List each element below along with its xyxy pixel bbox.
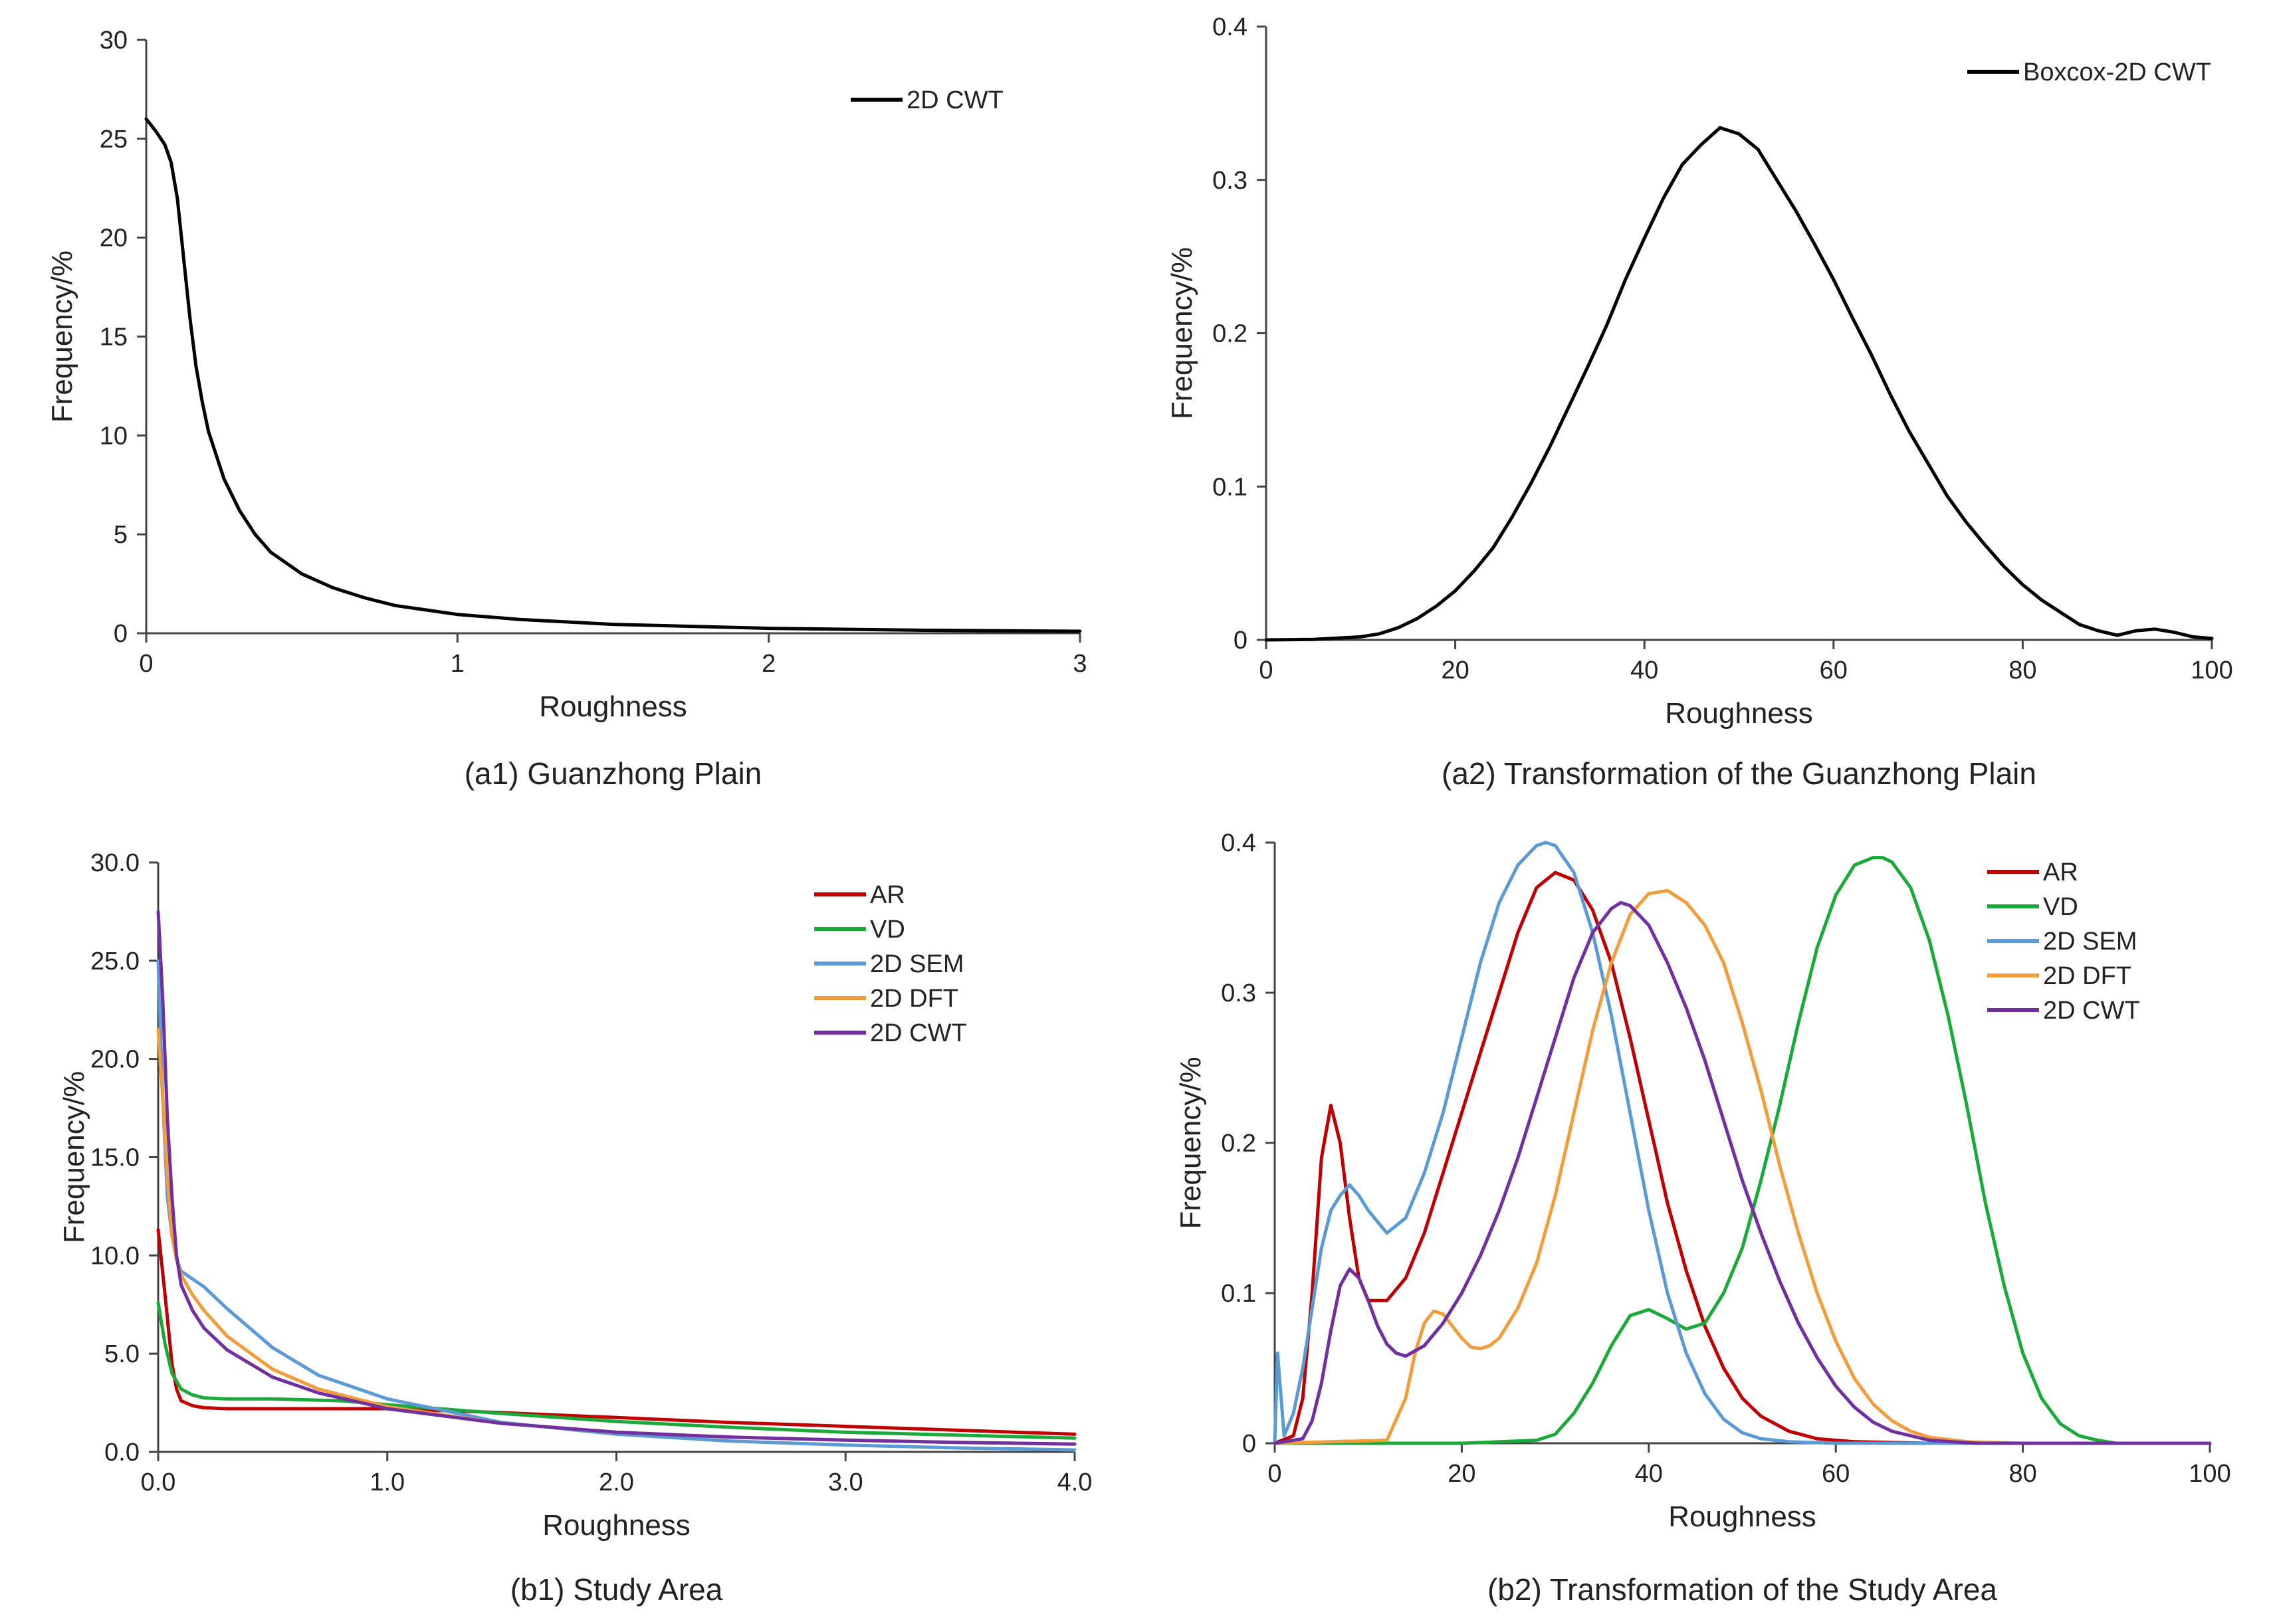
y-tick-label: 15.0	[90, 1144, 140, 1172]
x-tick-label: 2.0	[599, 1469, 634, 1496]
x-tick-label: 3.0	[828, 1469, 863, 1496]
legend-label: AR	[2043, 859, 2078, 886]
y-tick-label: 30.0	[90, 849, 140, 877]
x-tick-label: 100	[2189, 1460, 2230, 1488]
legend-label: 2D SEM	[2043, 928, 2137, 956]
chart-a1: 0 5 10 15 20 25 30 0 1 2 3 Roughness Frequency/% (a1)…	[46, 27, 1087, 791]
legend-label: VD	[870, 916, 905, 944]
y-tick-label: 5.0	[104, 1340, 140, 1368]
y-tick-label: 0.2	[1221, 1130, 1256, 1158]
x-tick-label: 2	[762, 650, 776, 678]
x-tick-label: 40	[1630, 657, 1658, 684]
legend: AR VD 2D SEM 2D DFT 2D CWT	[814, 881, 967, 1047]
x-tick-label: 0.0	[141, 1469, 176, 1496]
x-tick-label: 20	[1448, 1460, 1475, 1488]
y-tick-label: 15	[100, 324, 128, 352]
y-axis-label: Frequency/%	[46, 251, 78, 423]
x-tick-label: 60	[1820, 657, 1848, 684]
y-tick-label: 25.0	[90, 948, 140, 975]
y-axis-label: Frequency/%	[1174, 1057, 1207, 1229]
legend-label: Boxcox-2D CWT	[2023, 58, 2211, 86]
y-axis-label: Frequency/%	[58, 1071, 90, 1243]
x-tick-label: 0	[1259, 657, 1273, 684]
legend-label: VD	[2043, 893, 2078, 921]
x-tick-label: 3	[1073, 650, 1087, 678]
y-tick-label: 0.3	[1212, 167, 1247, 195]
x-tick-label: 0	[139, 650, 153, 678]
chart-b2: 0 0.1 0.2 0.3 0.4 0 20 40 60 80 100 Roughness Freque…	[1174, 829, 2231, 1607]
x-axis-label: Roughness	[1668, 1500, 1816, 1533]
chart-caption: (b2) Transformation of the Study Area	[1487, 1572, 1997, 1607]
chart-caption: (b1) Study Area	[510, 1572, 723, 1607]
y-tick-label: 0	[1234, 627, 1247, 655]
series-line-2d-dft	[156, 1027, 1077, 1446]
x-tick-label: 20	[1441, 657, 1469, 684]
legend-label: 2D CWT	[907, 86, 1004, 114]
x-tick-label: 40	[1635, 1460, 1663, 1488]
x-tick-label: 60	[1822, 1460, 1850, 1488]
x-tick-label: 0	[1267, 1460, 1281, 1488]
y-tick-label: 0.1	[1221, 1280, 1256, 1308]
series-line-vd	[156, 1300, 1077, 1440]
legend-label: 2D SEM	[870, 950, 964, 978]
x-tick-label: 80	[2008, 1460, 2036, 1488]
x-tick-label: 80	[2008, 657, 2036, 684]
legend-label: 2D DFT	[870, 985, 958, 1013]
chart-b1: 0.0 5.0 10.0 15.0 20.0 25.0 30.0 0.0 1.0 2.0 3.0 4.…	[58, 849, 1092, 1607]
y-tick-label: 0.0	[104, 1439, 140, 1467]
x-tick-label: 100	[2191, 657, 2232, 684]
y-tick-label: 0	[1242, 1430, 1256, 1458]
legend-label: 2D CWT	[2043, 997, 2140, 1025]
y-tick-label: 25	[100, 126, 128, 153]
series-line-vd	[1273, 856, 2212, 1445]
y-tick-label: 0	[114, 620, 128, 648]
y-tick-label: 20.0	[90, 1046, 140, 1074]
x-tick-label: 4.0	[1057, 1469, 1093, 1496]
legend: Boxcox-2D CWT	[1967, 58, 2211, 86]
x-axis-label: Roughness	[1665, 697, 1813, 730]
legend-label: AR	[870, 881, 905, 909]
x-axis-label: Roughness	[539, 690, 687, 723]
y-tick-label: 10	[100, 422, 128, 450]
chart-caption: (a1) Guanzhong Plain	[465, 756, 762, 791]
series-line-2d-sem	[1273, 841, 2212, 1445]
chart-caption: (a2) Transformation of the Guanzhong Pla…	[1442, 756, 2036, 791]
series-line-2d-cwt	[1273, 900, 2212, 1445]
x-tick-label: 1	[451, 650, 465, 678]
y-tick-label: 0.4	[1212, 13, 1247, 41]
series-line-ar	[156, 1228, 1077, 1436]
chart-a2: 0 0.1 0.2 0.3 0.4 0 20 40 60 80 100 Roughness Freque…	[1166, 13, 2233, 791]
legend-label: 2D CWT	[870, 1019, 967, 1047]
x-axis-label: Roughness	[542, 1509, 691, 1542]
series-line-2d-cwt	[156, 910, 1077, 1446]
y-tick-label: 0.4	[1221, 829, 1256, 857]
x-tick-label: 1.0	[370, 1469, 405, 1496]
series-line-boxcox-2d-cwt	[1264, 126, 2214, 642]
y-tick-label: 20	[100, 225, 128, 253]
series-line-2d-cwt	[144, 117, 1082, 633]
legend: 2D CWT	[851, 86, 1004, 114]
series-line-ar	[1273, 870, 2212, 1445]
legend-label: 2D DFT	[2043, 962, 2131, 990]
y-axis-label: Frequency/%	[1166, 247, 1198, 419]
y-tick-label: 5	[114, 521, 128, 549]
y-tick-label: 0.1	[1212, 473, 1247, 501]
y-tick-label: 0.2	[1212, 320, 1247, 348]
legend: AR VD 2D SEM 2D DFT 2D CWT	[1987, 859, 2140, 1025]
y-tick-label: 10.0	[90, 1242, 140, 1270]
y-tick-label: 0.3	[1221, 979, 1256, 1007]
y-tick-label: 30	[100, 27, 128, 54]
